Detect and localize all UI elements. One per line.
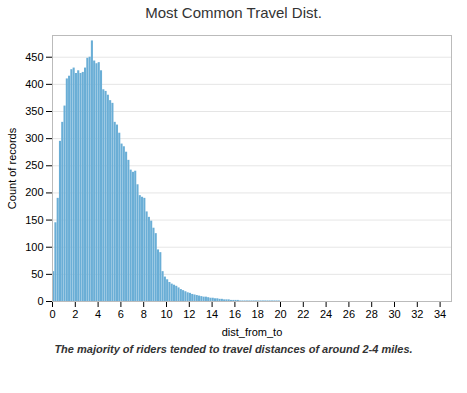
svg-text:6: 6 xyxy=(118,308,124,320)
svg-text:300: 300 xyxy=(25,132,43,144)
svg-text:2: 2 xyxy=(72,308,78,320)
svg-text:dist_from_to: dist_from_to xyxy=(222,326,283,338)
svg-text:400: 400 xyxy=(25,78,43,90)
svg-text:12: 12 xyxy=(183,308,195,320)
svg-text:24: 24 xyxy=(320,308,332,320)
svg-text:14: 14 xyxy=(206,308,218,320)
svg-text:30: 30 xyxy=(388,308,400,320)
svg-text:100: 100 xyxy=(25,241,43,253)
svg-text:8: 8 xyxy=(141,308,147,320)
svg-text:50: 50 xyxy=(31,268,43,280)
svg-text:0: 0 xyxy=(49,308,55,320)
svg-text:32: 32 xyxy=(411,308,423,320)
svg-text:350: 350 xyxy=(25,105,43,117)
html-text:Most Common Travel Dist.: Most Common Travel Dist. xyxy=(145,4,322,21)
svg-text:18: 18 xyxy=(252,308,264,320)
svg-text:34: 34 xyxy=(434,308,446,320)
svg-text:150: 150 xyxy=(25,214,43,226)
svg-text:26: 26 xyxy=(343,308,355,320)
svg-text:10: 10 xyxy=(160,308,172,320)
svg-text:200: 200 xyxy=(25,186,43,198)
svg-text:28: 28 xyxy=(366,308,378,320)
svg-text:22: 22 xyxy=(297,308,309,320)
html-text:The majority of riders tended: The majority of riders tended to travel … xyxy=(54,343,413,355)
svg-text:16: 16 xyxy=(229,308,241,320)
svg-text:Count of records: Count of records xyxy=(6,127,18,209)
svg-text:4: 4 xyxy=(95,308,101,320)
svg-text:0: 0 xyxy=(37,295,43,307)
svg-text:20: 20 xyxy=(274,308,286,320)
svg-text:450: 450 xyxy=(25,51,43,63)
svg-text:250: 250 xyxy=(25,159,43,171)
